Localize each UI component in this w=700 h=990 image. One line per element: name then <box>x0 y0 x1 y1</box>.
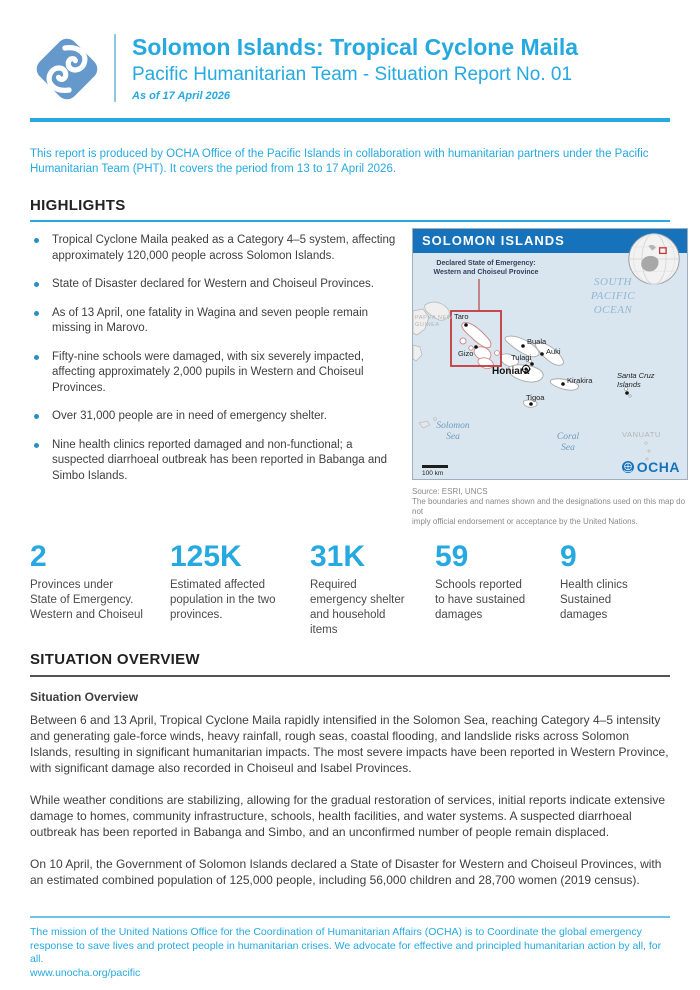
country-label-png: PAPUA NEW GUINEA <box>415 315 453 328</box>
ocha-pacific-link[interactable]: www.unocha.org/pacific <box>30 966 141 979</box>
highlights-heading: HIGHLIGHTS <box>30 197 126 214</box>
key-figures-row: 2 Provinces under State of Emergency. We… <box>30 540 670 638</box>
document-header: Solomon Islands: Tropical Cyclone Maila … <box>32 34 578 104</box>
pht-swirl-logo-icon <box>32 34 102 104</box>
map-block: SOLOMON ISLANDS <box>412 228 688 535</box>
key-figure-shelter-need: 31K Required emergency shelter and house… <box>310 540 435 638</box>
highlights-rule <box>30 220 670 222</box>
emergency-note: Declared State of Emergency: Western and… <box>433 260 539 276</box>
ocha-logo: OCHA <box>621 459 680 475</box>
capital-marker-icon <box>521 364 531 374</box>
key-figure-value: 59 <box>435 540 469 573</box>
key-figure-label: Required emergency shelter and household… <box>310 579 405 636</box>
map-scale-bar <box>422 465 448 468</box>
sea-label-solomon: Solomon Sea <box>436 421 470 442</box>
highlight-item: Nine health clinics reported damaged and… <box>30 438 402 485</box>
key-figure-provinces: 2 Provinces under State of Emergency. We… <box>30 540 170 638</box>
place-label-buala: Buala <box>527 337 547 346</box>
place-label-gizo: Gizo <box>458 349 474 358</box>
key-figure-label: Provinces under State of Emergency. West… <box>30 579 143 621</box>
un-emblem-icon <box>621 461 634 473</box>
highlight-item: Fifty-nine schools were damaged, with si… <box>30 350 402 397</box>
place-label-tigoa: Tigoa <box>526 393 545 402</box>
place-label-tulagi: Tulagi <box>511 353 532 362</box>
report-date: As of 17 April 2026 <box>132 90 231 102</box>
highlights-list: Tropical Cyclone Maila peaked as a Categ… <box>30 233 402 497</box>
ocha-mission-statement: The mission of the United Nations Office… <box>30 926 662 979</box>
highlight-item: State of Disaster declared for Western a… <box>30 277 402 293</box>
key-figure-label: Schools reported to have sustained damag… <box>435 579 526 621</box>
intro-paragraph: This report is produced by OCHA Office o… <box>30 148 649 175</box>
key-figure-schools-damaged: 59 Schools reported to have sustained da… <box>435 540 560 638</box>
situation-paragraph: While weather conditions are stabilizing… <box>30 793 665 839</box>
place-label-honiara: Honiara <box>492 366 530 377</box>
place-label-kirakira: Kirakira <box>567 376 593 385</box>
key-figure-affected-population: 125K Estimated affected population in th… <box>170 540 310 638</box>
header-divider <box>114 34 116 102</box>
situation-overview-body: Between 6 and 13 April, Tropical Cyclone… <box>30 712 672 904</box>
situation-overview-subheading: Situation Overview <box>30 690 139 704</box>
highlight-item: As of 13 April, one fatality in Wagina a… <box>30 306 402 337</box>
ocha-wordmark: OCHA <box>636 459 680 475</box>
document-footer: The mission of the United Nations Office… <box>30 916 670 980</box>
key-figure-label: Health clinics Sustained damages <box>560 579 628 621</box>
solomon-islands-map: SOLOMON ISLANDS <box>412 228 688 480</box>
map-source-note: Source: ESRI, UNCS The boundaries and na… <box>412 487 686 526</box>
key-figure-value: 2 <box>30 540 47 573</box>
page-title: Solomon Islands: Tropical Cyclone Maila <box>132 34 579 60</box>
place-label-auki: Auki <box>546 347 561 356</box>
situation-overview-rule <box>30 675 670 677</box>
key-figure-value: 9 <box>560 540 577 573</box>
country-label-vanuatu: VANUATU <box>622 430 661 439</box>
situation-overview-heading: SITUATION OVERVIEW <box>30 651 200 668</box>
map-scale-label: 100 km <box>422 470 444 477</box>
key-figure-label: Estimated affected population in the two… <box>170 579 276 621</box>
highlight-item: Over 31,000 people are in need of emerge… <box>30 409 402 425</box>
key-figure-value: 125K <box>170 540 242 573</box>
situation-paragraph: Between 6 and 13 April, Tropical Cyclone… <box>30 713 669 775</box>
header-rule <box>30 118 670 122</box>
sea-label-coral: Coral Sea <box>556 432 580 453</box>
key-figure-clinics-damaged: 9 Health clinics Sustained damages <box>560 540 670 638</box>
page-subtitle: Pacific Humanitarian Team - Situation Re… <box>132 64 573 85</box>
map-geography <box>413 279 651 461</box>
key-figure-value: 31K <box>310 540 366 573</box>
situation-paragraph: On 10 April, the Government of Solomon I… <box>30 857 662 887</box>
place-label-taro: Taro <box>454 312 469 321</box>
globe-inset-icon <box>628 233 680 285</box>
footer-rule <box>30 916 670 918</box>
place-label-santa-cruz: Santa Cruz Islands <box>617 371 655 389</box>
ocean-label: SOUTH PACIFIC OCEAN <box>590 276 636 316</box>
highlight-item: Tropical Cyclone Maila peaked as a Categ… <box>30 233 402 264</box>
